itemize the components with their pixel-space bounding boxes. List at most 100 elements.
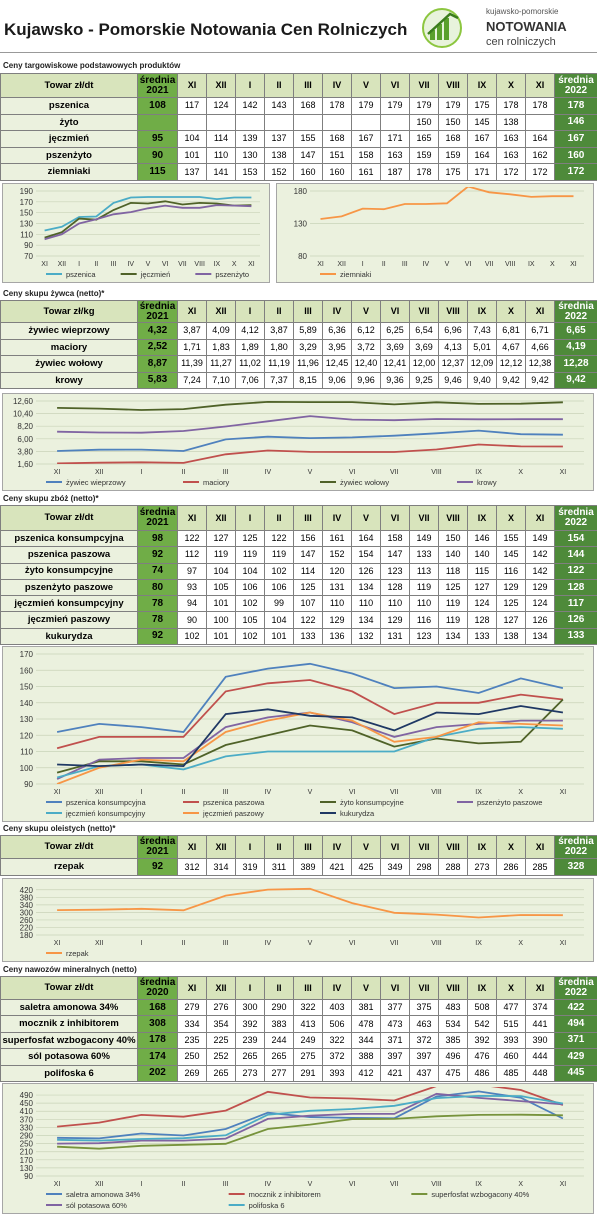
table-cell: 112 — [177, 546, 207, 564]
table-cell: 163 — [496, 146, 526, 165]
legend-label: maciory — [203, 478, 230, 487]
table-cell: 131 — [380, 627, 410, 646]
table-cell: 93 — [177, 578, 207, 597]
table-cell: 5,01 — [467, 338, 497, 356]
y-tick-label: 12,60 — [13, 397, 34, 406]
table-cell: 118 — [438, 562, 468, 580]
table-cell: 178 — [322, 97, 352, 115]
table-cell: 239 — [235, 1031, 265, 1050]
table-cell: maciory — [0, 338, 138, 356]
table-cell: ziemniaki — [0, 163, 138, 181]
table-cell: 152 — [264, 163, 294, 181]
table-cell: 138 — [496, 113, 526, 132]
x-tick-label: VI — [349, 1181, 356, 1188]
price-table: Towar zł/dt średnia 2021 XI XII I II III IV V VI V… — [0, 505, 597, 646]
x-tick-label: X — [232, 261, 237, 268]
x-tick-label: XI — [317, 261, 324, 268]
table-cell: 4,19 — [554, 338, 597, 356]
chart-background — [2, 393, 594, 491]
table-cell: 5,89 — [293, 322, 323, 340]
table-cell: 178 — [409, 163, 439, 181]
table-cell: 168 — [293, 97, 323, 115]
table-cell: 496 — [438, 1048, 468, 1066]
column-header: średnia 2021 — [137, 300, 178, 323]
table-cell: 6,54 — [409, 322, 439, 340]
column-header: XI — [525, 300, 555, 323]
table-cell: 6,65 — [554, 322, 597, 340]
y-tick-label: 80 — [298, 252, 307, 261]
x-tick-label: VI — [349, 789, 356, 796]
y-tick-label: 150 — [20, 683, 34, 692]
table-cell: 162 — [525, 146, 555, 165]
table-cell: 12,09 — [467, 355, 497, 373]
column-header: I — [235, 73, 265, 98]
y-tick-label: 70 — [24, 252, 33, 261]
table-cell: 136 — [322, 627, 352, 646]
table-cell: 107 — [293, 595, 323, 613]
column-header: II — [264, 300, 294, 323]
column-header: XI — [177, 73, 207, 98]
table-cell: 116 — [496, 562, 526, 580]
table-cell: 80 — [137, 578, 178, 597]
column-header: VIII — [438, 73, 468, 98]
x-tick-label: XII — [337, 261, 346, 268]
series-line — [57, 429, 563, 452]
y-tick-label: 90 — [24, 780, 33, 789]
table-cell: 3,87 — [177, 322, 207, 340]
table-cell — [380, 113, 410, 132]
table-cell: kukurydza — [0, 627, 138, 646]
y-tick-label: 140 — [20, 699, 34, 708]
table-cell: 4,09 — [206, 322, 236, 340]
table-cell: 105 — [235, 611, 265, 629]
column-header: Towar zł/dt — [0, 73, 138, 98]
column-header: średnia 2021 — [137, 835, 178, 859]
x-tick-label: XI — [560, 1181, 567, 1188]
table-cell: 114 — [293, 562, 323, 580]
table-cell: 104 — [235, 562, 265, 580]
table-cell: 100 — [206, 611, 236, 629]
table-cell: 167 — [554, 130, 597, 148]
table-cell: 265 — [206, 1064, 236, 1082]
x-tick-label: XI — [54, 1181, 61, 1188]
table-cell: 110 — [322, 595, 352, 613]
column-header: X — [496, 505, 526, 531]
table-cell: 300 — [235, 998, 265, 1017]
y-tick-label: 490 — [20, 1091, 34, 1100]
table-cell: 167 — [467, 130, 497, 148]
table-cell: polifoska 6 — [0, 1064, 138, 1082]
table-cell: 145 — [496, 546, 526, 564]
table-cell: 371 — [554, 1031, 597, 1050]
table-cell: 178 — [525, 97, 555, 115]
logo-text: kujawsko-pomorskie — [486, 7, 559, 16]
table-cell: 142 — [525, 546, 555, 564]
table-cell: 277 — [264, 1064, 294, 1082]
table-cell: 119 — [438, 595, 468, 613]
y-tick-label: 300 — [20, 908, 34, 917]
table-cell: 344 — [351, 1031, 381, 1050]
column-header: I — [235, 300, 265, 323]
column-header: IX — [467, 505, 497, 531]
table-cell: 128 — [467, 611, 497, 629]
table-cell: 119 — [438, 611, 468, 629]
table-cell: 425 — [351, 858, 381, 876]
y-tick-label: 210 — [20, 1148, 34, 1157]
column-header: I — [235, 505, 265, 531]
table-cell: 473 — [380, 1015, 410, 1033]
table-cell: 90 — [137, 146, 178, 165]
table-cell: 141 — [206, 163, 236, 181]
x-tick-label: XI — [54, 789, 61, 796]
column-header: IV — [322, 73, 352, 98]
table-cell: 3,69 — [409, 338, 439, 356]
table-cell: saletra amonowa 34% — [0, 998, 138, 1017]
x-tick-label: II — [382, 261, 386, 268]
y-tick-label: 290 — [20, 1132, 34, 1141]
column-header: VII — [409, 505, 439, 531]
table-cell: 147 — [293, 146, 323, 165]
x-tick-label: I — [78, 261, 80, 268]
column-header: Towar zł/kg — [0, 300, 138, 323]
column-header: XI — [525, 976, 555, 1000]
table-cell: 129 — [322, 611, 352, 629]
table-cell: 441 — [525, 1015, 555, 1033]
column-header: średnia 2022 — [554, 976, 597, 1000]
table-cell: 508 — [467, 998, 497, 1017]
